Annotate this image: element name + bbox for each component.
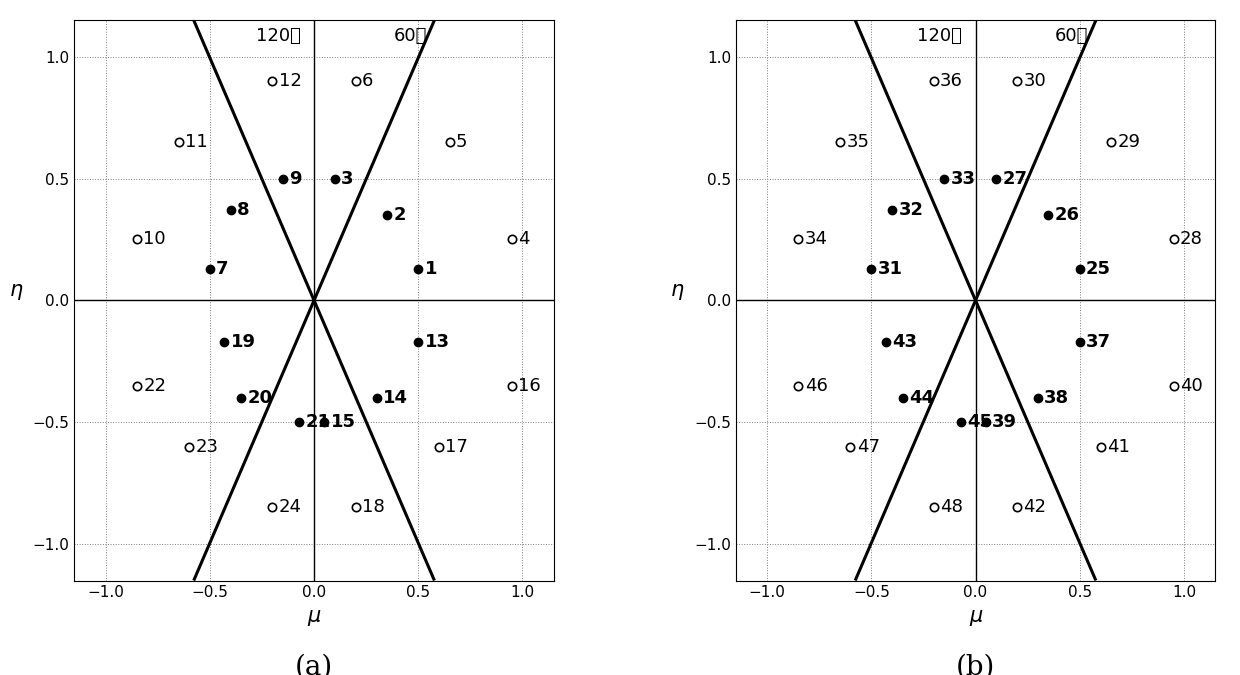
Text: 12: 12: [279, 72, 301, 90]
Y-axis label: η: η: [10, 280, 22, 300]
Text: 20: 20: [247, 389, 273, 407]
Text: 37: 37: [1086, 333, 1111, 351]
Text: 8: 8: [237, 201, 249, 219]
Text: 29: 29: [1117, 133, 1141, 151]
Text: 23: 23: [195, 437, 218, 456]
Text: 17: 17: [445, 437, 469, 456]
Text: 40: 40: [1179, 377, 1203, 395]
Text: 46: 46: [805, 377, 827, 395]
Text: 45: 45: [967, 413, 992, 431]
Text: (a): (a): [295, 653, 334, 675]
Text: 7: 7: [216, 260, 228, 277]
Text: 10: 10: [143, 230, 166, 248]
Text: 5: 5: [456, 133, 467, 151]
Text: 35: 35: [847, 133, 869, 151]
Text: 1: 1: [424, 260, 436, 277]
Text: 25: 25: [1086, 260, 1111, 277]
Text: 26: 26: [1055, 206, 1080, 224]
Text: 38: 38: [1044, 389, 1069, 407]
Text: 42: 42: [1023, 498, 1047, 516]
X-axis label: μ: μ: [308, 606, 321, 626]
Text: 30: 30: [1023, 72, 1047, 90]
Text: 31: 31: [878, 260, 903, 277]
Text: 47: 47: [857, 437, 879, 456]
Y-axis label: η: η: [671, 280, 684, 300]
Text: 28: 28: [1179, 230, 1203, 248]
Text: 39: 39: [992, 413, 1017, 431]
Text: 60度: 60度: [393, 26, 427, 45]
Text: 22: 22: [143, 377, 166, 395]
Text: 19: 19: [231, 333, 255, 351]
Text: 15: 15: [331, 413, 356, 431]
Text: 4: 4: [518, 230, 529, 248]
Text: (b): (b): [956, 653, 996, 675]
Text: 33: 33: [951, 169, 976, 188]
Text: 32: 32: [899, 201, 924, 219]
Text: 120度: 120度: [255, 26, 300, 45]
Text: 2: 2: [393, 206, 405, 224]
Text: 24: 24: [279, 498, 301, 516]
Text: 16: 16: [518, 377, 541, 395]
Text: 48: 48: [940, 498, 963, 516]
Text: 3: 3: [341, 169, 353, 188]
Text: 43: 43: [892, 333, 918, 351]
Text: 13: 13: [424, 333, 450, 351]
Text: 41: 41: [1107, 437, 1130, 456]
Text: 60度: 60度: [1055, 26, 1089, 45]
Text: 11: 11: [185, 133, 207, 151]
Text: 27: 27: [1003, 169, 1028, 188]
Text: 44: 44: [909, 389, 934, 407]
Text: 18: 18: [362, 498, 384, 516]
Text: 9: 9: [289, 169, 301, 188]
Text: 14: 14: [383, 389, 408, 407]
Text: 21: 21: [306, 413, 331, 431]
Text: 120度: 120度: [918, 26, 962, 45]
Text: 6: 6: [362, 72, 373, 90]
Text: 34: 34: [805, 230, 827, 248]
Text: 36: 36: [940, 72, 963, 90]
X-axis label: μ: μ: [968, 606, 982, 626]
